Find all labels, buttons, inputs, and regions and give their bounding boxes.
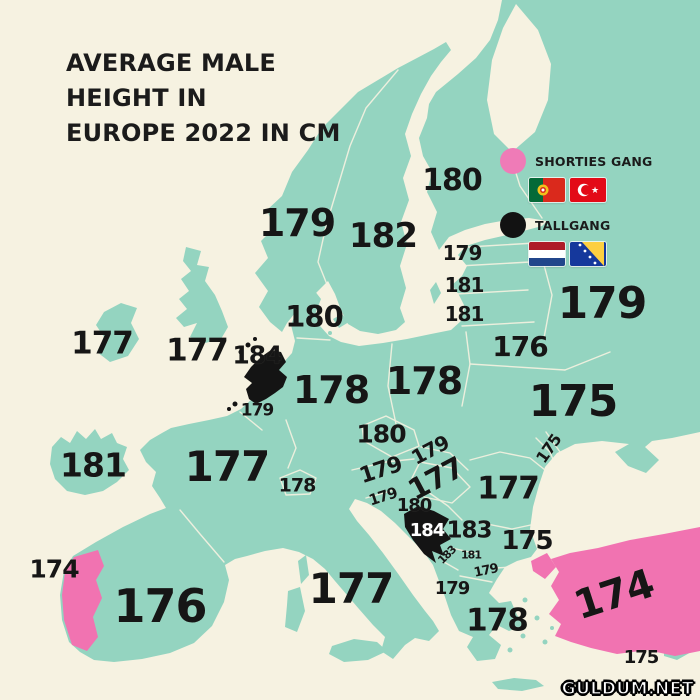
height-label-portugal: 174 xyxy=(29,554,79,584)
height-label-slovenia: 179 xyxy=(366,483,400,510)
tallgang-label: TALLGANG xyxy=(535,217,611,233)
height-label-romania: 177 xyxy=(477,470,540,507)
country-turkey xyxy=(549,527,700,656)
tallgang-dot-icon xyxy=(500,212,526,238)
island-crete xyxy=(492,678,544,691)
height-label-czechia: 180 xyxy=(356,419,406,449)
island-ireland xyxy=(96,303,139,362)
height-label-latvia: 181 xyxy=(444,273,485,297)
height-label-bulgaria: 175 xyxy=(501,526,553,556)
country-borders xyxy=(179,69,611,583)
height-label-finland: 180 xyxy=(422,163,483,198)
height-label-belgium: 179 xyxy=(240,400,274,421)
island-ibiza xyxy=(189,603,195,609)
height-label-montenegro: 183 xyxy=(435,543,459,567)
height-label-north-macedonia: 179 xyxy=(472,561,500,581)
shorties-gang-dot-icon xyxy=(500,148,526,174)
island-sicily xyxy=(329,639,387,662)
country-bosnia xyxy=(404,506,451,563)
island-corsica xyxy=(298,555,309,584)
height-label-estonia: 179 xyxy=(442,241,483,265)
portugal-flag-icon xyxy=(529,178,565,202)
island-gotland xyxy=(430,282,441,304)
tallgang-flags xyxy=(529,242,685,266)
shorties-gang-label: SHORTIES GANG xyxy=(535,153,653,169)
island-funen xyxy=(352,314,361,323)
island-sardinia xyxy=(285,587,305,632)
island-bornholm xyxy=(328,331,332,335)
island-great-britain xyxy=(176,247,228,343)
height-label-albania: 179 xyxy=(434,578,471,599)
height-label-italy: 177 xyxy=(308,564,395,613)
height-label-kosovo: 181 xyxy=(461,548,482,562)
height-label-cyprus: 175 xyxy=(623,647,660,668)
netherlands-flag-icon xyxy=(529,242,565,266)
height-label-lithuania: 181 xyxy=(444,302,485,326)
height-label-spain: 176 xyxy=(113,579,207,633)
height-label-russia: 179 xyxy=(557,278,648,329)
title-line-1: AVERAGE MALE xyxy=(66,49,276,77)
height-label-serbia: 183 xyxy=(446,517,492,544)
height-label-moldova: 175 xyxy=(532,430,566,467)
height-label-bosnia: 184 xyxy=(409,520,446,541)
page-title: AVERAGE MALE HEIGHT IN EUROPE 2022 IN CM xyxy=(66,46,366,151)
bosnia-flag-icon xyxy=(570,242,606,266)
height-label-united-kingdom: 177 xyxy=(166,332,229,369)
country-netherlands xyxy=(244,350,287,404)
island-iceland xyxy=(50,429,129,495)
landmass-continental-europe xyxy=(60,0,700,662)
height-label-switzerland: 178 xyxy=(278,474,317,497)
height-label-netherlands: 184 xyxy=(232,340,282,370)
height-label-germany: 178 xyxy=(292,368,370,412)
height-label-greece: 178 xyxy=(466,602,529,639)
white-sea xyxy=(487,4,551,152)
height-label-austria: 179 xyxy=(356,452,406,490)
title-line-3: EUROPE 2022 IN CM xyxy=(66,119,341,147)
shorties-gang-flags: ★ xyxy=(529,178,685,202)
height-label-france: 177 xyxy=(184,442,271,491)
aegean-islands xyxy=(507,597,554,653)
island-mallorca xyxy=(204,597,223,608)
height-label-norway: 179 xyxy=(258,201,336,245)
landmass-scandinavia xyxy=(255,42,451,334)
height-label-poland: 178 xyxy=(385,359,463,403)
height-label-turkey: 174 xyxy=(568,560,660,630)
height-label-croatia: 180 xyxy=(396,495,433,516)
netherlands-islands xyxy=(227,337,257,411)
turkey-flag-icon: ★ xyxy=(570,178,606,202)
height-label-denmark: 180 xyxy=(285,299,344,334)
legend: SHORTIES GANG ★ TALLGANG xyxy=(500,148,685,276)
watermark: GULDUM.NET xyxy=(561,678,694,699)
island-zealand xyxy=(333,314,349,328)
height-label-belarus: 176 xyxy=(492,330,548,363)
legend-item-shorties-gang: SHORTIES GANG xyxy=(500,148,685,174)
country-turkey-thrace xyxy=(531,553,556,579)
height-label-iceland: 181 xyxy=(60,445,127,485)
height-label-ireland: 177 xyxy=(71,325,134,362)
legend-item-tallgang: TALLGANG xyxy=(500,212,685,238)
height-label-sweden: 182 xyxy=(349,216,418,256)
height-label-ukraine: 175 xyxy=(528,376,619,427)
title-line-2: HEIGHT IN xyxy=(66,84,207,112)
country-portugal xyxy=(62,550,104,651)
svg-text:★: ★ xyxy=(591,186,599,196)
